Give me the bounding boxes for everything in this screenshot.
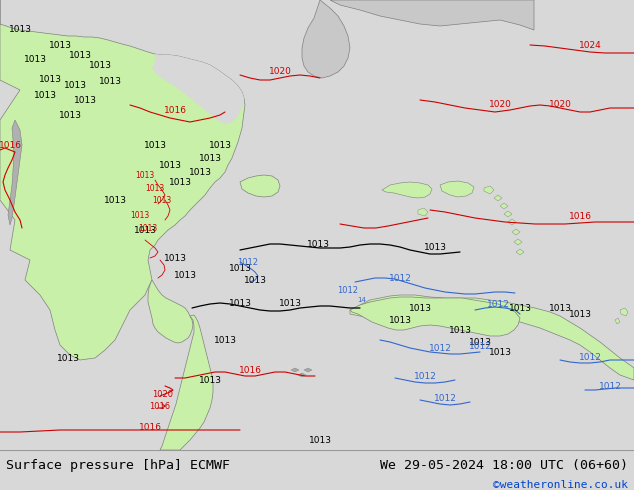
Text: 1013: 1013 (243, 275, 266, 285)
Text: 1012: 1012 (598, 382, 621, 391)
Polygon shape (304, 368, 312, 372)
Text: 1013: 1013 (39, 75, 61, 84)
Polygon shape (8, 120, 22, 225)
Polygon shape (620, 308, 628, 316)
Text: 1013: 1013 (98, 77, 122, 87)
Text: 1012: 1012 (429, 343, 451, 352)
Text: 1013: 1013 (174, 270, 197, 279)
Polygon shape (440, 181, 474, 197)
Text: 1013: 1013 (188, 168, 212, 176)
Polygon shape (382, 182, 432, 198)
Polygon shape (484, 186, 494, 194)
Text: 1013: 1013 (448, 325, 472, 335)
Text: Surface pressure [hPa] ECMWF: Surface pressure [hPa] ECMWF (6, 459, 230, 472)
Polygon shape (240, 175, 280, 197)
Text: 1012: 1012 (337, 286, 358, 294)
Polygon shape (330, 0, 534, 30)
Text: 1013: 1013 (198, 375, 221, 385)
Text: 1013: 1013 (103, 196, 127, 204)
Polygon shape (302, 0, 350, 78)
Text: 1013: 1013 (56, 353, 79, 363)
Text: 1013: 1013 (145, 183, 165, 193)
Text: 1013: 1013 (408, 303, 432, 313)
Text: 1012: 1012 (238, 258, 259, 267)
Polygon shape (516, 249, 524, 255)
Text: 1020: 1020 (153, 390, 174, 398)
Text: 1016: 1016 (150, 401, 171, 411)
Text: 1012: 1012 (469, 342, 491, 350)
Text: 1013: 1013 (74, 96, 96, 104)
Text: 1013: 1013 (63, 80, 86, 90)
Text: 1013: 1013 (134, 225, 157, 235)
Text: 1013: 1013 (569, 310, 592, 318)
Text: 1013: 1013 (228, 298, 252, 308)
Text: 1020: 1020 (489, 99, 512, 108)
Text: 1013: 1013 (228, 264, 252, 272)
Text: 1012: 1012 (413, 371, 436, 381)
Text: 1013: 1013 (169, 177, 191, 187)
Polygon shape (160, 315, 213, 450)
Text: 1020: 1020 (269, 68, 292, 76)
Text: 1013: 1013 (164, 253, 186, 263)
Text: 1013: 1013 (143, 141, 167, 149)
Text: 1016: 1016 (164, 105, 186, 115)
Polygon shape (298, 373, 306, 377)
Text: ©weatheronline.co.uk: ©weatheronline.co.uk (493, 480, 628, 490)
Text: 1013: 1013 (469, 338, 491, 346)
Polygon shape (615, 318, 620, 324)
Polygon shape (504, 211, 512, 217)
Text: 1013: 1013 (424, 243, 446, 251)
Polygon shape (152, 54, 244, 124)
Text: We 29-05-2024 18:00 UTC (06+60): We 29-05-2024 18:00 UTC (06+60) (380, 459, 628, 472)
Text: 1013: 1013 (89, 60, 112, 70)
Text: 1013: 1013 (309, 436, 332, 444)
Polygon shape (350, 297, 520, 336)
Polygon shape (291, 368, 299, 372)
Text: 1013: 1013 (68, 50, 91, 59)
Text: 1013: 1013 (489, 347, 512, 357)
Text: 1024: 1024 (579, 42, 602, 50)
Polygon shape (514, 239, 522, 245)
Text: 1013: 1013 (138, 223, 158, 232)
Text: 1013: 1013 (389, 316, 411, 324)
Text: 1013: 1013 (158, 161, 181, 170)
Text: 14: 14 (358, 297, 366, 303)
Text: 1013: 1013 (198, 153, 221, 163)
Text: 1013: 1013 (508, 303, 531, 313)
Polygon shape (512, 229, 520, 235)
Text: 1016: 1016 (569, 212, 592, 220)
Polygon shape (350, 295, 634, 380)
Text: 1013: 1013 (278, 298, 302, 308)
Text: 1013: 1013 (136, 171, 155, 179)
Polygon shape (0, 0, 245, 360)
Polygon shape (418, 208, 428, 216)
Text: 1012: 1012 (579, 352, 602, 362)
Text: 1013: 1013 (209, 141, 231, 149)
Polygon shape (148, 280, 193, 343)
Polygon shape (508, 219, 516, 225)
Text: 1013: 1013 (34, 91, 56, 99)
Text: 1013: 1013 (8, 25, 32, 34)
Text: 1013: 1013 (131, 211, 150, 220)
Text: 1013: 1013 (548, 303, 571, 313)
Text: 1012: 1012 (434, 393, 456, 402)
Text: 1012: 1012 (389, 273, 411, 283)
Text: 1016: 1016 (238, 366, 261, 374)
Text: 1016: 1016 (0, 141, 22, 149)
Text: 1013: 1013 (48, 41, 72, 49)
Text: 1013: 1013 (214, 336, 236, 344)
Polygon shape (494, 195, 502, 201)
Text: 1013: 1013 (152, 196, 172, 204)
Text: 1012: 1012 (486, 299, 510, 309)
Polygon shape (500, 203, 508, 209)
Text: 1013: 1013 (58, 111, 82, 120)
Text: 1016: 1016 (138, 422, 162, 432)
Text: 1020: 1020 (548, 99, 571, 108)
Text: 1013: 1013 (306, 240, 330, 248)
Text: 1013: 1013 (23, 55, 46, 65)
